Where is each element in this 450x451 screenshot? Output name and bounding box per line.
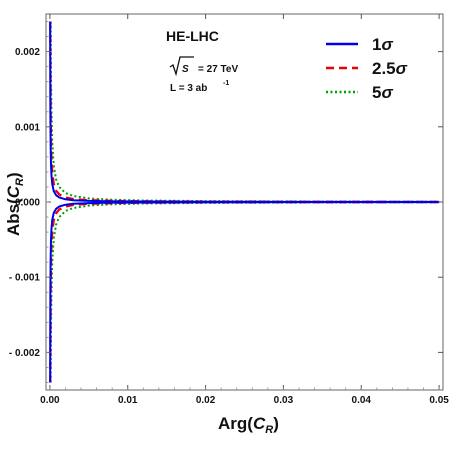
annotation-energy-value: = 27 TeV — [198, 64, 238, 75]
x-axis-title: Arg(CR) — [218, 414, 279, 436]
series-line-lower — [49, 201, 440, 383]
series-line-lower — [49, 201, 440, 383]
annotation-energy-var: S — [182, 64, 189, 75]
y-tick-label: - 0.001 — [9, 273, 41, 284]
y-axis-title: Abs(CR) — [4, 172, 26, 236]
legend-label: 1σ — [372, 35, 393, 54]
y-tick-label: - 0.002 — [9, 348, 41, 359]
legend-label: 5σ — [372, 83, 393, 102]
y-tick-label: 0.001 — [15, 122, 40, 133]
legend: 1σ 2.5σ 5σ — [326, 35, 408, 102]
x-tick-label: 0.04 — [352, 395, 372, 406]
annotation-lumi-exp: -1 — [223, 80, 229, 87]
x-tick-label: 0.00 — [40, 395, 60, 406]
legend-label: 2.5σ — [372, 59, 408, 78]
y-tick-label: 0.000 — [15, 198, 40, 209]
annotation-energy: S = 27 TeV — [169, 56, 238, 77]
x-tick-label: 0.02 — [196, 395, 216, 406]
annotation-collider: HE-LHC — [166, 28, 219, 44]
series-layer — [49, 21, 440, 383]
x-tick-label: 0.01 — [118, 395, 138, 406]
annotation-lumi-prefix: L = 3 ab — [170, 83, 207, 94]
annotation-lumi: L = 3 ab -1 — [170, 80, 229, 94]
series-line-lower — [49, 201, 440, 383]
axes-layer: 0.00 0.01 0.02 0.03 0.04 0.05 0.002 0.001 0.000 -… — [9, 14, 449, 406]
x-tick-label: 0.05 — [429, 395, 449, 406]
y-tick-label: 0.002 — [15, 47, 40, 58]
sqrt-symbol-icon — [169, 56, 194, 77]
x-tick-label: 0.03 — [274, 395, 294, 406]
